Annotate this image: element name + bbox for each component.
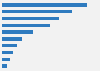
Bar — [2, 37, 22, 41]
Bar — [2, 30, 33, 34]
Bar — [2, 3, 87, 7]
Bar — [2, 10, 72, 13]
Bar — [2, 58, 10, 61]
Bar — [2, 17, 59, 20]
Bar — [2, 64, 7, 68]
Bar — [2, 44, 17, 47]
Bar — [2, 24, 50, 27]
Bar — [2, 51, 13, 54]
